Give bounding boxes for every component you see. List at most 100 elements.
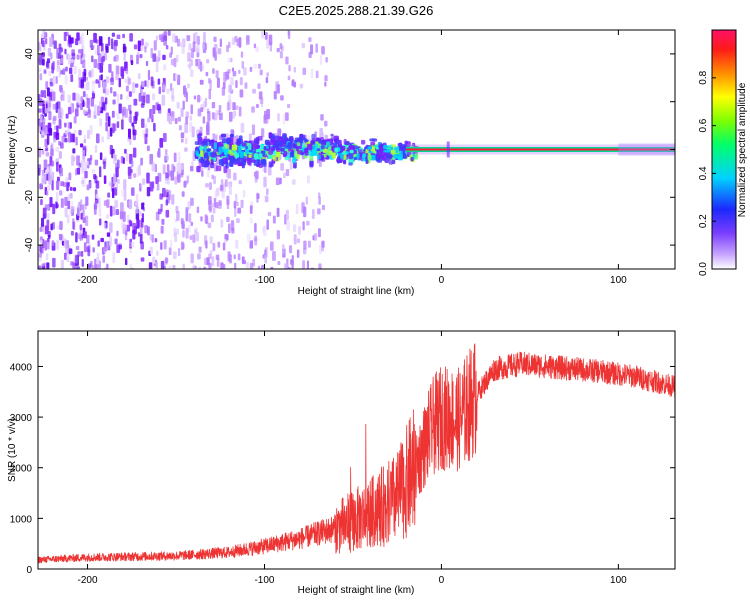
noise-cell xyxy=(67,194,71,201)
noise-cell xyxy=(95,79,99,84)
carrier-spike xyxy=(446,141,450,158)
noise-cell xyxy=(86,97,90,109)
noise-cell xyxy=(318,228,321,238)
noise-cell xyxy=(285,168,290,177)
noise-cell xyxy=(162,84,167,90)
signal-cell xyxy=(367,146,372,150)
signal-cell xyxy=(397,153,403,161)
signal-cell xyxy=(287,142,292,149)
noise-cell xyxy=(64,137,68,143)
noise-cell xyxy=(83,231,87,239)
noise-cell xyxy=(324,75,328,82)
noise-cell xyxy=(171,194,175,205)
noise-cell xyxy=(45,147,49,152)
noise-cell xyxy=(226,195,230,205)
noise-cell xyxy=(290,259,294,265)
noise-cell xyxy=(98,75,102,81)
noise-cell xyxy=(264,110,267,121)
noise-cell xyxy=(130,268,135,269)
noise-cell xyxy=(176,54,179,63)
noise-cell xyxy=(38,54,43,66)
noise-cell xyxy=(82,149,86,160)
noise-cell xyxy=(66,214,70,224)
noise-cell xyxy=(43,69,47,74)
noise-cell xyxy=(69,67,73,74)
signal-cell xyxy=(250,159,256,163)
noise-cell xyxy=(92,247,95,253)
noise-cell xyxy=(162,164,166,175)
snr-xtick-label: -200 xyxy=(78,575,98,586)
noise-cell xyxy=(130,160,134,168)
noise-cell xyxy=(83,68,87,76)
noise-cell xyxy=(190,104,193,115)
noise-cell xyxy=(283,172,286,179)
signal-cell xyxy=(330,133,334,137)
noise-cell xyxy=(165,257,169,264)
signal-cell xyxy=(268,148,274,155)
noise-cell xyxy=(183,180,187,188)
noise-cell xyxy=(94,49,97,55)
noise-cell xyxy=(206,257,210,266)
noise-cell xyxy=(72,156,76,162)
noise-cell xyxy=(170,170,175,181)
noise-cell xyxy=(176,102,180,108)
noise-cell xyxy=(293,81,297,88)
noise-cell xyxy=(73,116,77,124)
signal-cell xyxy=(283,151,288,157)
noise-cell xyxy=(107,192,111,198)
signal-cell xyxy=(399,146,404,151)
snr-ylabel: SNR (10 * v/v) xyxy=(7,418,18,482)
snr-ytick-label: 2000 xyxy=(10,464,33,475)
noise-cell xyxy=(212,68,215,74)
noise-cell xyxy=(151,162,155,172)
noise-cell xyxy=(73,65,77,75)
signal-cell xyxy=(332,142,338,147)
noise-cell xyxy=(45,37,48,45)
noise-cell xyxy=(239,89,244,98)
noise-cell xyxy=(111,32,115,37)
noise-cell xyxy=(184,147,188,152)
noise-cell xyxy=(197,35,200,45)
noise-cell xyxy=(82,60,86,69)
noise-cell xyxy=(264,32,268,40)
noise-cell xyxy=(135,83,139,88)
noise-cell xyxy=(163,133,167,143)
snr-ytick-label: 4000 xyxy=(10,362,33,373)
noise-cell xyxy=(170,58,175,66)
noise-cell xyxy=(125,68,129,74)
signal-cell xyxy=(215,165,222,172)
noise-cell xyxy=(91,169,96,174)
signal-cell xyxy=(258,153,263,158)
noise-cell xyxy=(234,206,237,217)
noise-cell xyxy=(64,252,67,260)
noise-cell xyxy=(90,97,95,107)
noise-cell xyxy=(275,177,280,186)
noise-cell xyxy=(103,175,107,184)
noise-cell xyxy=(93,32,97,43)
noise-cell xyxy=(106,240,109,250)
noise-cell xyxy=(241,61,245,69)
noise-cell xyxy=(144,224,148,234)
signal-cell xyxy=(267,154,273,159)
signal-cell xyxy=(203,145,207,151)
noise-cell xyxy=(209,236,213,244)
noise-cell xyxy=(112,252,116,264)
noise-cell xyxy=(267,211,272,217)
noise-cell xyxy=(110,86,113,94)
noise-cell xyxy=(242,259,246,265)
noise-cell xyxy=(52,103,56,110)
noise-cell xyxy=(232,102,236,111)
noise-cell xyxy=(176,74,181,85)
spectrogram-ylabel: Frequency (Hz) xyxy=(7,116,18,185)
signal-cell xyxy=(279,144,284,148)
noise-cell xyxy=(38,265,42,269)
signal-cell xyxy=(229,151,234,156)
signal-cell xyxy=(376,158,383,163)
noise-cell xyxy=(135,193,139,203)
noise-cell xyxy=(192,234,196,243)
spec-ytick-label: -20 xyxy=(24,190,35,205)
noise-cell xyxy=(277,261,281,266)
